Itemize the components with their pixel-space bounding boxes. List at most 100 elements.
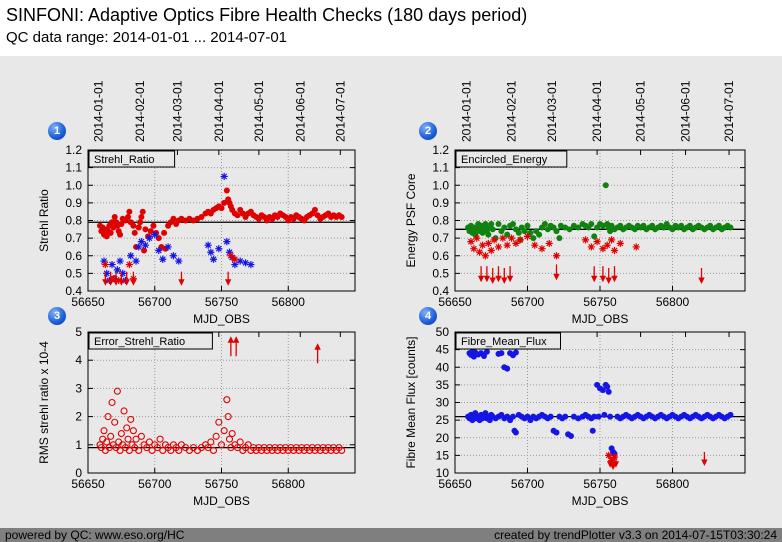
charts-svg: 56650 56700 56750 56800 2014-01-01 2014-02-01… [37,80,746,508]
y-tick-label: 2 [75,410,82,424]
y-tick-label: 5 [75,325,82,339]
y-tick-label: 0.8 [65,214,82,228]
footer: powered by QC: www.eso.org/HC created by… [0,528,782,542]
y-tick-label: 1.1 [65,161,82,175]
y-tick-label: 45 [436,343,450,357]
x-tick-label: 56650 [71,477,105,491]
y-tick-label: 1.2 [65,143,82,157]
series-rms-above-axis [227,336,321,364]
plot-fibre_mean_flux: 56650 56700 56750 56800 10 15 20 25 30 35 40 45 50 MJ… [404,325,746,508]
y-tick-label: 0.8 [432,214,449,228]
series-encircled-energy-below-axis [477,264,705,284]
y-tick-label: 0 [75,466,82,480]
x-tick-label: 56750 [205,477,239,491]
plot-key-box [455,332,561,350]
plot-error_strehl_ratio: 56650 56700 56750 56800 0 1 2 3 4 5 MJD_OBS RMS str… [37,325,356,508]
plot-key-box [455,150,568,168]
qc-data-range: QC data range: 2014-01-01 ... 2014-07-01 [6,29,288,46]
y-tick-label: 0.6 [432,249,449,263]
date-tick-label: 2014-01-01 [92,80,106,142]
y-tick-label: 10 [436,466,450,480]
x-axis-label: MJD_OBS [193,312,250,326]
x-tick-label: 56800 [656,477,690,491]
x-tick-label: 56700 [511,295,545,309]
plot-key-label: Encircled_Energy [461,154,548,166]
x-tick-label: 56750 [583,477,617,491]
date-tick-label: 2014-02-01 [505,80,519,142]
series-fibre-mean-flux [465,348,734,457]
date-tick-label: 2014-01-01 [460,80,474,142]
series-strehl-outliers [100,172,255,285]
x-tick-label: 56650 [438,295,472,309]
x-axis-label: MJD_OBS [572,494,629,508]
y-tick-label: 50 [436,325,450,339]
y-tick-label: 1 [75,438,82,452]
series-strehl-ratio [97,187,345,254]
y-tick-label: 35 [436,378,450,392]
y-tick-label: 4 [75,353,82,367]
x-axis-label: MJD_OBS [193,494,250,508]
plot-key-label: Strehl_Ratio [94,154,155,166]
x-tick-label: 56800 [272,295,306,309]
footer-created-by: created by trendPlotter v3.3 on 2014-07-… [494,528,777,542]
footer-powered-by: powered by QC: www.eso.org/HC [5,528,185,542]
x-tick-label: 56650 [71,295,105,309]
x-tick-label: 56650 [438,477,472,491]
date-tick-label: 2014-06-01 [679,80,693,142]
plot-key-label: Error_Strehl_Ratio [94,336,185,348]
y-axis-label: Energy PSF Core [404,173,418,267]
plot-badge-4[interactable]: 4 [419,307,437,325]
plot-badge-3[interactable]: 3 [48,307,66,325]
y-tick-label: 1.2 [432,143,449,157]
date-tick-label: 2014-07-01 [333,80,347,142]
y-tick-label: 1.1 [432,161,449,175]
x-tick-label: 56700 [138,477,172,491]
y-tick-label: 20 [436,431,450,445]
date-tick-label: 2014-04-01 [212,80,226,142]
y-axis-label: Strehl Ratio [37,189,51,252]
series-strehl-below-axis [102,271,232,286]
date-tick-label: 2014-03-01 [170,80,184,142]
series-encircled-energy [465,182,734,243]
y-tick-label: 1.0 [432,178,449,192]
plot-key-label: Fibre_Mean_Flux [461,336,547,348]
x-tick-label: 56800 [272,477,306,491]
date-tick-label: 2014-07-01 [722,80,736,142]
y-tick-label: 15 [436,448,450,462]
x-tick-label: 56700 [138,295,172,309]
y-tick-label: 30 [436,396,450,410]
series-fibre-flux-below-axis [606,451,708,471]
date-tick-label: 2014-05-01 [252,80,266,142]
y-tick-label: 0.5 [65,266,82,280]
plot-badge-2[interactable]: 2 [419,122,437,140]
date-tick-label: 2014-03-01 [545,80,559,142]
y-tick-label: 0.5 [432,266,449,280]
y-tick-label: 1.0 [65,178,82,192]
plot-key-box [88,332,213,350]
y-axis-label: RMS strehl ratio x 10-4 [37,341,51,464]
y-tick-label: 3 [75,381,82,395]
date-tick-label: 2014-05-01 [634,80,648,142]
header: SINFONI: Adaptive Optics Fibre Health Ch… [0,0,782,56]
y-tick-label: 0.9 [432,196,449,210]
y-tick-label: 40 [436,360,450,374]
y-tick-label: 25 [436,413,450,427]
y-tick-label: 0.9 [65,196,82,210]
y-tick-label: 0.6 [65,249,82,263]
plot-encircled_energy: 56650 56700 56750 56800 2014-01-01 2014-02-01… [404,80,746,326]
x-axis-label: MJD_OBS [572,312,629,326]
y-axis-label: Fibre Mean Flux [counts] [404,336,418,468]
plots-area: 56650 56700 56750 56800 2014-01-01 2014-02-01… [0,56,782,528]
series-fibre-flux-flagged [605,451,619,465]
y-tick-label: 0.7 [65,231,82,245]
x-tick-label: 56800 [656,295,690,309]
series-encircled-energy-flagged [467,232,640,260]
plot-key-box [88,150,176,168]
x-tick-label: 56750 [583,295,617,309]
series-rms-strehl-ratio [96,387,346,454]
y-tick-label: 0.4 [65,284,82,298]
plot-badge-1[interactable]: 1 [48,122,66,140]
x-tick-label: 56750 [205,295,239,309]
date-tick-label: 2014-06-01 [293,80,307,142]
y-tick-label: 0.4 [432,284,449,298]
